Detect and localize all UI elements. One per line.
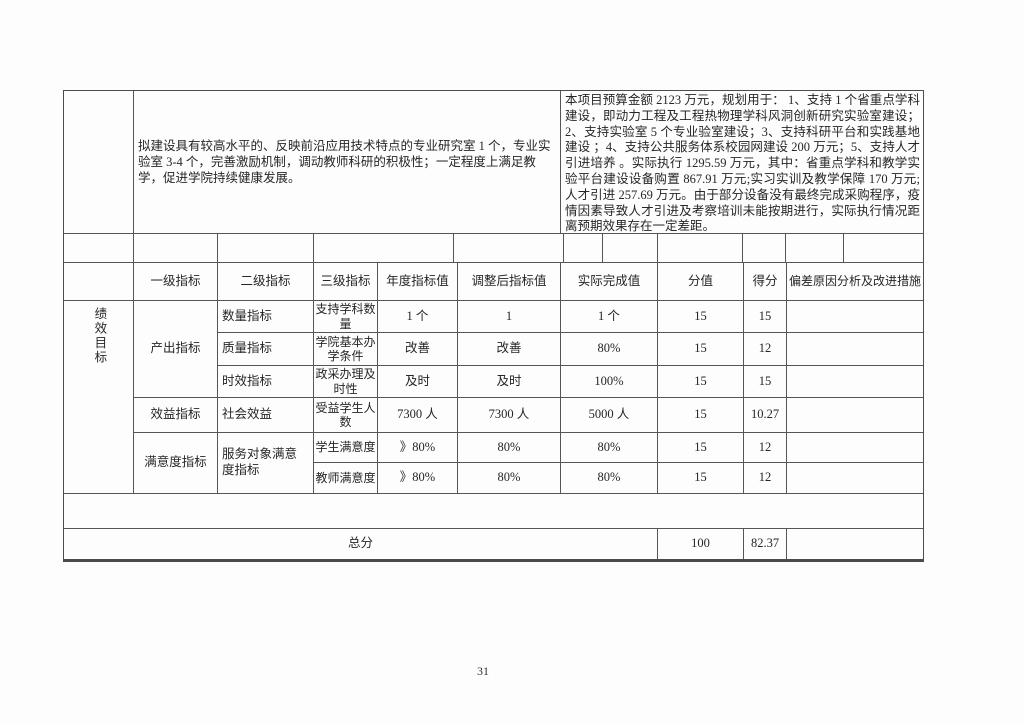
spacer-row	[64, 234, 923, 263]
performance-goal-label: 绩效目标	[92, 307, 107, 365]
level3-indicator: 教师满意度	[314, 463, 378, 494]
spacer-cell	[603, 234, 658, 262]
score-value: 15	[744, 366, 787, 398]
group-label-output: 产出指标	[134, 301, 218, 398]
spacer-cell	[786, 234, 844, 262]
deviation-analysis-cell	[787, 333, 923, 366]
score-value: 12	[744, 433, 787, 463]
column-header-score: 得分	[744, 263, 787, 301]
annual-target-value: 》80%	[378, 433, 458, 463]
performance-evaluation-table: 拟建设具有较高水平的、反映前沿应用技术特点的专业研究室 1 个，专业实验室 3-…	[63, 90, 924, 562]
score-value: 10.27	[744, 398, 787, 433]
level3-indicator: 学生满意度	[314, 433, 378, 463]
adjusted-target-value: 80%	[458, 433, 561, 463]
actual-completion-value: 1 个	[561, 301, 658, 333]
spacer-cell	[844, 234, 923, 262]
deviation-analysis-cell	[787, 433, 923, 463]
column-header-actual-completion: 实际完成值	[561, 263, 658, 301]
level2-quantity-indicator: 数量指标	[218, 301, 314, 333]
page-number: 31	[477, 664, 489, 678]
adjusted-target-value: 80%	[458, 463, 561, 494]
deviation-analysis-cell	[787, 463, 923, 494]
score-value: 12	[744, 463, 787, 494]
column-header-annual-target: 年度指标值	[378, 263, 458, 301]
group-label-satisfaction: 满意度指标	[134, 433, 218, 494]
level2-social-benefit: 社会效益	[218, 398, 314, 433]
deviation-analysis-cell	[787, 301, 923, 333]
annual-target-value: 改善	[378, 333, 458, 366]
column-header-level2: 二级指标	[218, 263, 314, 301]
level2-quality-indicator: 质量指标	[218, 333, 314, 366]
spacer-cell	[218, 234, 314, 262]
adjusted-target-value: 及时	[458, 366, 561, 398]
empty-row	[64, 494, 923, 529]
level3-indicator: 支持学科数量	[314, 301, 378, 333]
spacer-cell	[743, 234, 786, 262]
actual-completion-value: 80%	[561, 333, 658, 366]
adjusted-target-value: 改善	[458, 333, 561, 366]
total-deviation-cell	[787, 529, 923, 559]
points-value: 15	[658, 333, 744, 366]
spacer-cell	[314, 234, 454, 262]
row-group-label-performance-goal: 绩效目标	[64, 301, 134, 494]
deviation-analysis-cell	[787, 366, 923, 398]
spacer-cell	[564, 234, 603, 262]
level2-service-satisfaction: 服务对象满意度指标	[218, 433, 314, 494]
level3-indicator: 学院基本办学条件	[314, 333, 378, 366]
actual-completion-value: 80%	[561, 463, 658, 494]
adjusted-target-value: 7300 人	[458, 398, 561, 433]
annual-target-value: 1 个	[378, 301, 458, 333]
column-header-deviation-analysis: 偏差原因分析及改进措施	[787, 263, 923, 301]
column-header-level1: 一级指标	[134, 263, 218, 301]
budget-summary-cell: 本项目预算金额 2123 万元，规划用于： 1、支持 1 个省重点学科建设，即动…	[561, 91, 923, 234]
top-left-empty-cell	[64, 91, 134, 234]
actual-completion-value: 100%	[561, 366, 658, 398]
points-value: 15	[658, 398, 744, 433]
actual-completion-value: 80%	[561, 433, 658, 463]
level3-indicator: 受益学生人数	[314, 398, 378, 433]
level3-indicator: 政采办理及时性	[314, 366, 378, 398]
level2-timeliness-indicator: 时效指标	[218, 366, 314, 398]
total-points: 100	[658, 529, 744, 559]
actual-completion-value: 5000 人	[561, 398, 658, 433]
header-empty-cell	[64, 263, 134, 301]
total-score: 82.37	[744, 529, 787, 559]
spacer-cell	[134, 234, 218, 262]
points-value: 15	[658, 463, 744, 494]
annual-target-value: 》80%	[378, 463, 458, 494]
points-value: 15	[658, 366, 744, 398]
total-row-label: 总分	[64, 529, 658, 559]
points-value: 15	[658, 301, 744, 333]
annual-target-value: 及时	[378, 366, 458, 398]
column-header-points: 分值	[658, 263, 744, 301]
adjusted-target-value: 1	[458, 301, 561, 333]
group-label-benefit: 效益指标	[134, 398, 218, 433]
column-header-level3: 三级指标	[314, 263, 378, 301]
points-value: 15	[658, 433, 744, 463]
spacer-cell	[658, 234, 743, 262]
spacer-cell	[454, 234, 564, 262]
spacer-cell	[64, 234, 134, 262]
deviation-analysis-cell	[787, 398, 923, 433]
annual-target-value: 7300 人	[378, 398, 458, 433]
score-value: 15	[744, 301, 787, 333]
score-value: 12	[744, 333, 787, 366]
project-description-cell: 拟建设具有较高水平的、反映前沿应用技术特点的专业研究室 1 个，专业实验室 3-…	[134, 91, 561, 234]
column-header-adjusted-target: 调整后指标值	[458, 263, 561, 301]
